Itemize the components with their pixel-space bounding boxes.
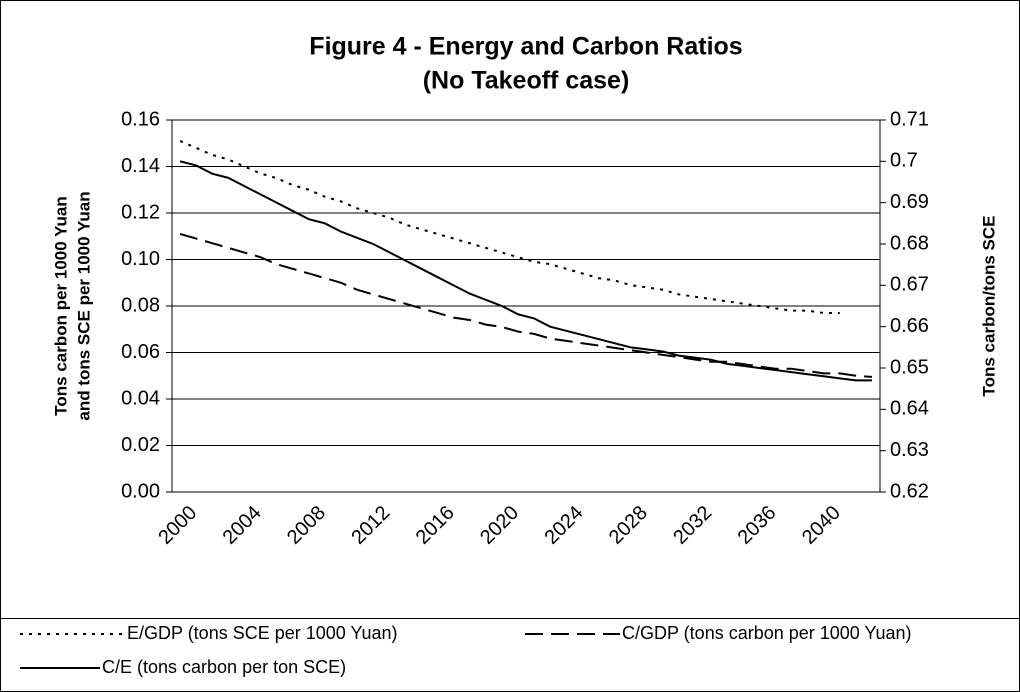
y-tick-label: 0.16 <box>121 108 160 130</box>
y-axis-title: and tons SCE per 1000 Yuan <box>74 191 93 420</box>
y2-tick-label: 0.68 <box>890 232 929 254</box>
series-line <box>179 140 840 314</box>
y2-tick-label: 0.69 <box>890 191 929 213</box>
y2-tick-label: 0.66 <box>890 315 929 337</box>
chart-title: Figure 4 - Energy and Carbon Ratios <box>309 33 742 61</box>
y-tick-label: 0.06 <box>121 341 160 363</box>
legend-label: C/E (tons carbon per ton SCE) <box>102 657 346 677</box>
y2-tick-label: 0.71 <box>890 108 929 130</box>
chart-title: (No Takeoff case) <box>423 67 630 95</box>
legend-label: E/GDP (tons SCE per 1000 Yuan) <box>127 623 398 643</box>
y-tick-label: 0.10 <box>121 248 160 270</box>
y2-tick-label: 0.62 <box>890 480 929 502</box>
y2-tick-label: 0.64 <box>890 398 929 420</box>
y2-tick-label: 0.67 <box>890 274 929 296</box>
y2-tick-label: 0.7 <box>890 150 918 172</box>
y-tick-label: 0.08 <box>121 294 160 316</box>
y-axis-title: Tons carbon per 1000 Yuan <box>51 196 70 416</box>
plot-area <box>171 119 881 493</box>
series-line <box>179 160 872 382</box>
series-line <box>179 232 873 378</box>
y-tick-label: 0.00 <box>121 480 160 502</box>
y2-axis-title: Tons carbon/tons SCE <box>979 215 998 396</box>
legend-label: C/GDP (tons carbon per 1000 Yuan) <box>622 623 912 643</box>
y2-tick-label: 0.65 <box>890 356 929 378</box>
y-tick-label: 0.14 <box>121 155 160 177</box>
y-tick-label: 0.02 <box>121 434 160 456</box>
y-tick-label: 0.04 <box>121 387 160 409</box>
y-tick-label: 0.12 <box>121 201 160 223</box>
y2-tick-label: 0.63 <box>890 439 929 461</box>
